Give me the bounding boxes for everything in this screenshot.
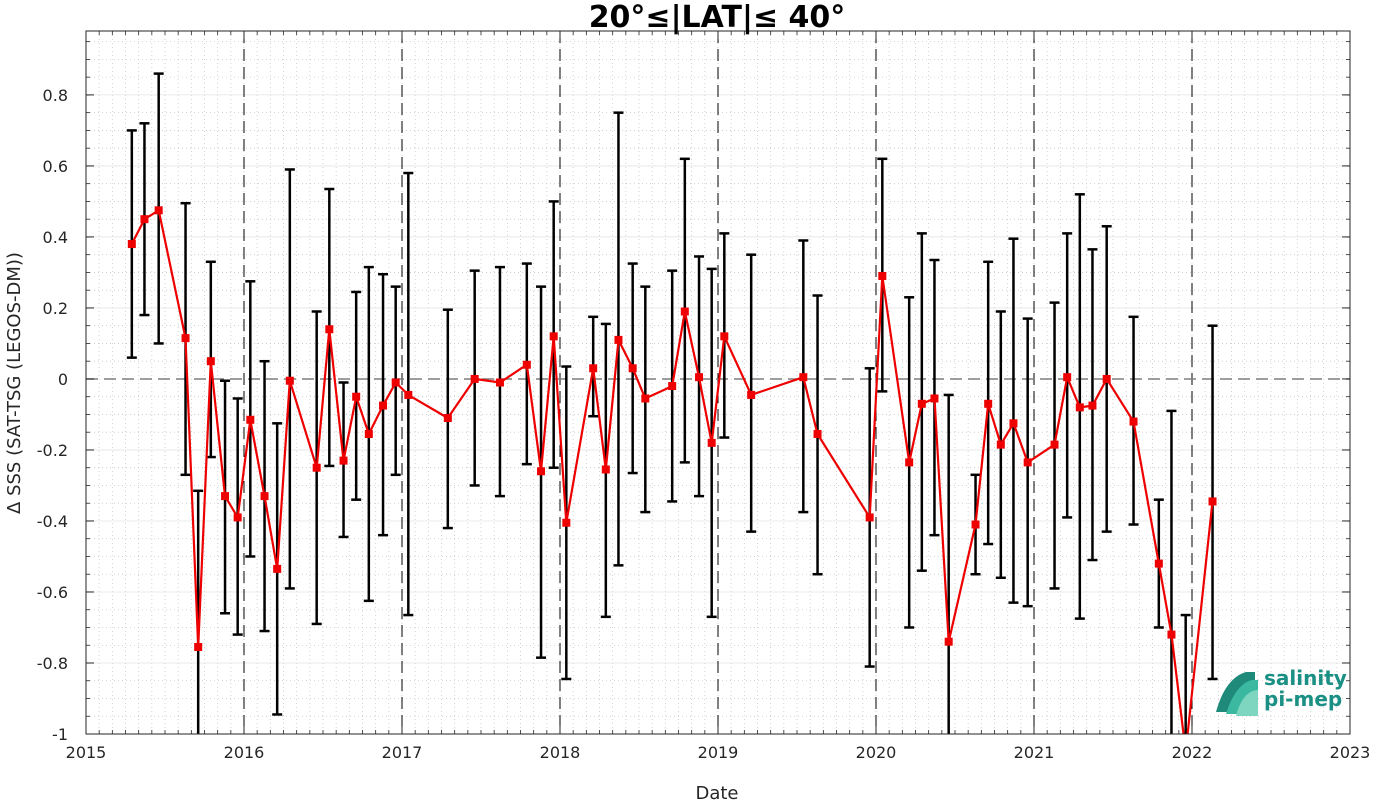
data-point-marker: [707, 438, 716, 447]
data-point-marker: [695, 373, 704, 382]
y-tick-label: 0.8: [43, 86, 68, 105]
data-point-marker: [878, 271, 887, 280]
data-point-marker: [1009, 419, 1018, 428]
y-tick-label: -0.2: [37, 441, 68, 460]
data-point-marker: [984, 399, 993, 408]
data-point-marker: [589, 364, 598, 373]
x-tick-label: 2018: [540, 743, 581, 762]
data-point-marker: [1167, 630, 1176, 639]
data-point-marker: [206, 357, 215, 366]
y-tick-label: -0.4: [37, 512, 68, 531]
data-point-marker: [614, 335, 623, 344]
chart-title: 20°≤|LAT|≤ 40°: [589, 0, 846, 35]
x-tick-label: 2022: [1172, 743, 1213, 762]
data-point-marker: [996, 440, 1005, 449]
data-point-marker: [628, 364, 637, 373]
y-axis-ticks: -1 -0.8 -0.6 -0.4 -0.2 0 0.2 0.4 0.6 0.8: [37, 41, 1350, 744]
errorbar: [943, 393, 954, 734]
data-point-marker: [905, 458, 914, 467]
data-point-marker: [404, 390, 413, 399]
errorbar: [1180, 613, 1191, 734]
data-point-marker: [194, 643, 203, 652]
x-tick-label: 2015: [66, 743, 107, 762]
data-point-marker: [391, 378, 400, 387]
data-point-marker: [799, 373, 808, 382]
logo-wave-icon: [1216, 672, 1258, 716]
y-tick-label: -0.6: [37, 583, 68, 602]
data-point-marker: [917, 399, 926, 408]
data-point-marker: [641, 394, 650, 403]
data-point-marker: [1208, 497, 1217, 506]
data-point-marker: [181, 334, 190, 343]
y-axis-title: Δ SSS (SAT-TSG (LEGOS-DM)): [4, 252, 25, 514]
data-point-marker: [944, 637, 953, 646]
logo-text-pi-mep: pi-mep: [1264, 687, 1342, 711]
y-tick-label: 0.4: [43, 228, 68, 247]
x-axis-title: Date: [695, 783, 738, 801]
data-point-marker: [246, 415, 255, 424]
y-tick-label: 0.6: [43, 157, 68, 176]
data-point-marker: [971, 520, 980, 529]
data-point-marker: [1102, 374, 1111, 383]
data-point-marker: [325, 325, 334, 334]
x-tick-label: 2021: [1014, 743, 1055, 762]
data-point-marker: [495, 378, 504, 387]
x-tick-label: 2019: [698, 743, 739, 762]
data-point-marker: [127, 240, 136, 249]
data-point-marker: [364, 429, 373, 438]
data-point-marker: [312, 463, 321, 472]
data-point-marker: [285, 376, 294, 385]
data-point-marker: [443, 414, 452, 423]
data-point-marker: [273, 564, 282, 573]
x-tick-label: 2017: [382, 743, 423, 762]
data-point-marker: [1154, 559, 1163, 568]
data-point-marker: [813, 429, 822, 438]
data-point-marker: [379, 401, 388, 410]
data-point-marker: [221, 492, 230, 501]
y-tick-label: -0.8: [37, 654, 68, 673]
salinity-pi-mep-logo: salinity pi-mep: [1216, 666, 1347, 716]
data-point-marker: [1129, 417, 1138, 426]
data-point-marker: [930, 394, 939, 403]
data-point-marker: [1075, 403, 1084, 412]
data-point-marker: [470, 374, 479, 383]
errorbar: [1166, 409, 1177, 734]
data-point-marker: [1063, 373, 1072, 382]
logo-text-salinity: salinity: [1264, 666, 1347, 690]
data-point-marker: [720, 332, 729, 341]
data-point-marker: [140, 215, 149, 224]
data-point-marker: [1088, 401, 1097, 410]
x-axis-ticks: 2015 2016 2017 2018 2019 2020 2021 2022 2023: [66, 31, 1371, 762]
data-point-marker: [352, 392, 361, 401]
data-point-marker: [549, 332, 558, 341]
data-point-marker: [339, 456, 348, 465]
data-point-marker: [562, 518, 571, 527]
x-tick-label: 2016: [224, 743, 265, 762]
data-point-marker: [680, 307, 689, 316]
data-point-marker: [260, 492, 269, 501]
y-tick-label: 0.2: [43, 299, 68, 318]
data-point-marker: [668, 382, 677, 391]
data-point-marker: [522, 360, 531, 369]
logo-wave-layer: [1236, 690, 1258, 716]
data-point-marker: [537, 467, 546, 476]
data-point-marker: [601, 465, 610, 474]
data-markers: [127, 206, 1217, 652]
data-point-marker: [154, 206, 163, 215]
y-tick-label: 0: [58, 370, 68, 389]
x-tick-label: 2020: [856, 743, 897, 762]
y-tick-label: -1: [52, 725, 68, 744]
x-tick-label: 2023: [1330, 743, 1371, 762]
data-point-marker: [1023, 458, 1032, 467]
data-point-marker: [1050, 440, 1059, 449]
data-point-marker: [747, 390, 756, 399]
data-point-marker: [865, 513, 874, 522]
data-point-marker: [233, 513, 242, 522]
